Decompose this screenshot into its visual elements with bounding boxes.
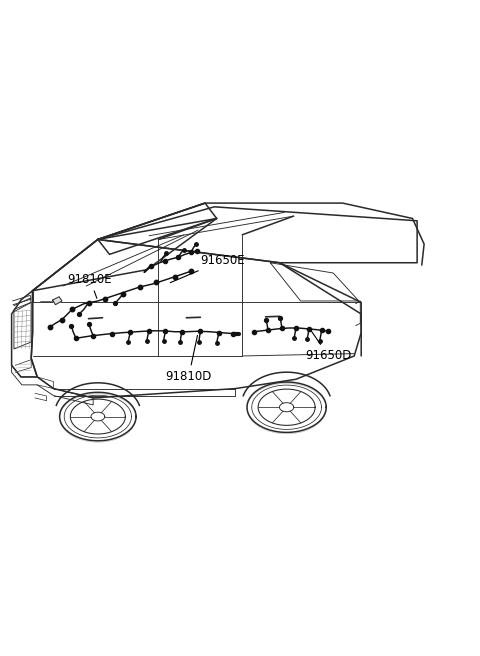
Text: 91650D: 91650D: [305, 331, 352, 363]
Polygon shape: [53, 297, 62, 304]
Text: 91650E: 91650E: [170, 254, 245, 283]
Text: 91810D: 91810D: [166, 335, 212, 384]
Text: 91810E: 91810E: [68, 272, 112, 298]
